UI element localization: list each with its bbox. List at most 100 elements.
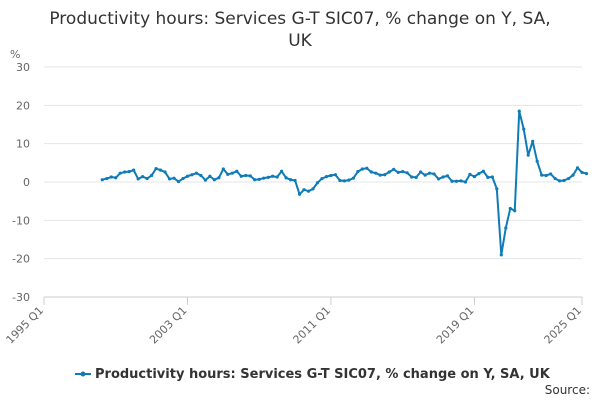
data-point (203, 178, 207, 182)
series-layer (100, 109, 589, 257)
data-point (302, 188, 306, 192)
data-point (472, 175, 476, 179)
data-point (150, 173, 154, 178)
data-point (239, 174, 243, 178)
data-point (208, 174, 212, 178)
y-tick-label: 20 (16, 99, 30, 112)
data-point (217, 176, 221, 180)
data-point (262, 176, 266, 180)
data-point (463, 180, 468, 184)
source-label: Source: (545, 383, 590, 397)
data-point (432, 172, 436, 176)
data-point (293, 178, 297, 183)
data-point (132, 168, 136, 172)
chart-title-line-1: Productivity hours: Services G-T SIC07, … (49, 9, 550, 29)
data-point (526, 153, 530, 157)
data-point (575, 166, 580, 170)
data-point (100, 178, 104, 182)
data-point (392, 167, 396, 171)
data-point (333, 173, 338, 177)
data-point (105, 176, 109, 181)
x-axis: 1995 Q1 2003 Q1 2011 Q1 2019 Q1 2025 Q1 (4, 296, 584, 347)
data-point (185, 174, 190, 178)
data-point (280, 169, 284, 173)
y-tick-label: 30 (16, 61, 30, 74)
data-point (535, 159, 539, 163)
data-point (324, 175, 329, 179)
data-point (374, 171, 378, 175)
data-point (284, 176, 288, 180)
data-point (118, 171, 122, 175)
legend-label: Productivity hours: Services G-T SIC07, … (95, 367, 551, 382)
data-point (360, 167, 364, 171)
x-tick-label: 2003 Q1 (147, 304, 190, 347)
data-point (235, 169, 239, 173)
data-point (199, 173, 203, 178)
y-tick-label: -20 (12, 253, 30, 266)
data-point (248, 174, 252, 178)
data-point (378, 173, 382, 177)
data-point (504, 226, 508, 230)
data-point (154, 166, 158, 171)
data-point (114, 176, 118, 180)
data-point (315, 181, 320, 185)
data-point (495, 187, 499, 191)
data-point (383, 173, 387, 177)
data-point (136, 177, 140, 181)
data-point (212, 178, 216, 182)
data-point (109, 175, 113, 179)
data-point (141, 175, 145, 179)
data-point (468, 172, 472, 176)
grid (44, 66, 582, 298)
y-tick-label: 10 (16, 138, 30, 151)
data-point (342, 179, 346, 183)
data-point (445, 174, 450, 178)
data-point (549, 172, 553, 176)
data-point (419, 170, 423, 174)
data-point (584, 171, 589, 176)
series-line (102, 110, 587, 256)
data-point (387, 170, 391, 174)
data-point (167, 177, 172, 181)
data-point (557, 179, 562, 183)
y-tick-label: -30 (12, 291, 30, 304)
data-point (580, 170, 584, 175)
data-point (531, 139, 535, 143)
data-point (396, 170, 400, 175)
data-point (481, 169, 485, 173)
data-point (450, 179, 454, 183)
data-point (329, 173, 333, 178)
data-point (356, 170, 360, 174)
data-point (513, 209, 517, 213)
data-point (490, 175, 494, 179)
data-point (172, 176, 176, 180)
data-point (320, 176, 324, 181)
data-point (176, 180, 181, 184)
data-point (571, 173, 575, 177)
data-point (522, 127, 526, 131)
data-point (351, 176, 355, 180)
y-axis-unit: % (10, 48, 20, 61)
data-point (127, 170, 131, 174)
data-point (553, 176, 557, 181)
data-point (365, 166, 369, 170)
legend[interactable]: Productivity hours: Services G-T SIC07, … (75, 367, 551, 382)
data-point (221, 167, 225, 171)
data-point (562, 178, 566, 183)
data-point (275, 175, 279, 179)
data-point (540, 173, 544, 177)
data-point (499, 253, 503, 257)
chart-title-line-2: UK (288, 31, 312, 51)
data-point (266, 175, 270, 179)
data-point (226, 172, 230, 176)
data-point (414, 175, 418, 179)
legend-marker (80, 371, 86, 377)
data-point (297, 192, 302, 196)
data-point (401, 170, 405, 174)
data-point (181, 176, 185, 181)
x-tick-label: 2011 Q1 (291, 304, 334, 347)
data-point (566, 176, 571, 181)
data-point (427, 171, 432, 175)
data-point (194, 171, 199, 175)
